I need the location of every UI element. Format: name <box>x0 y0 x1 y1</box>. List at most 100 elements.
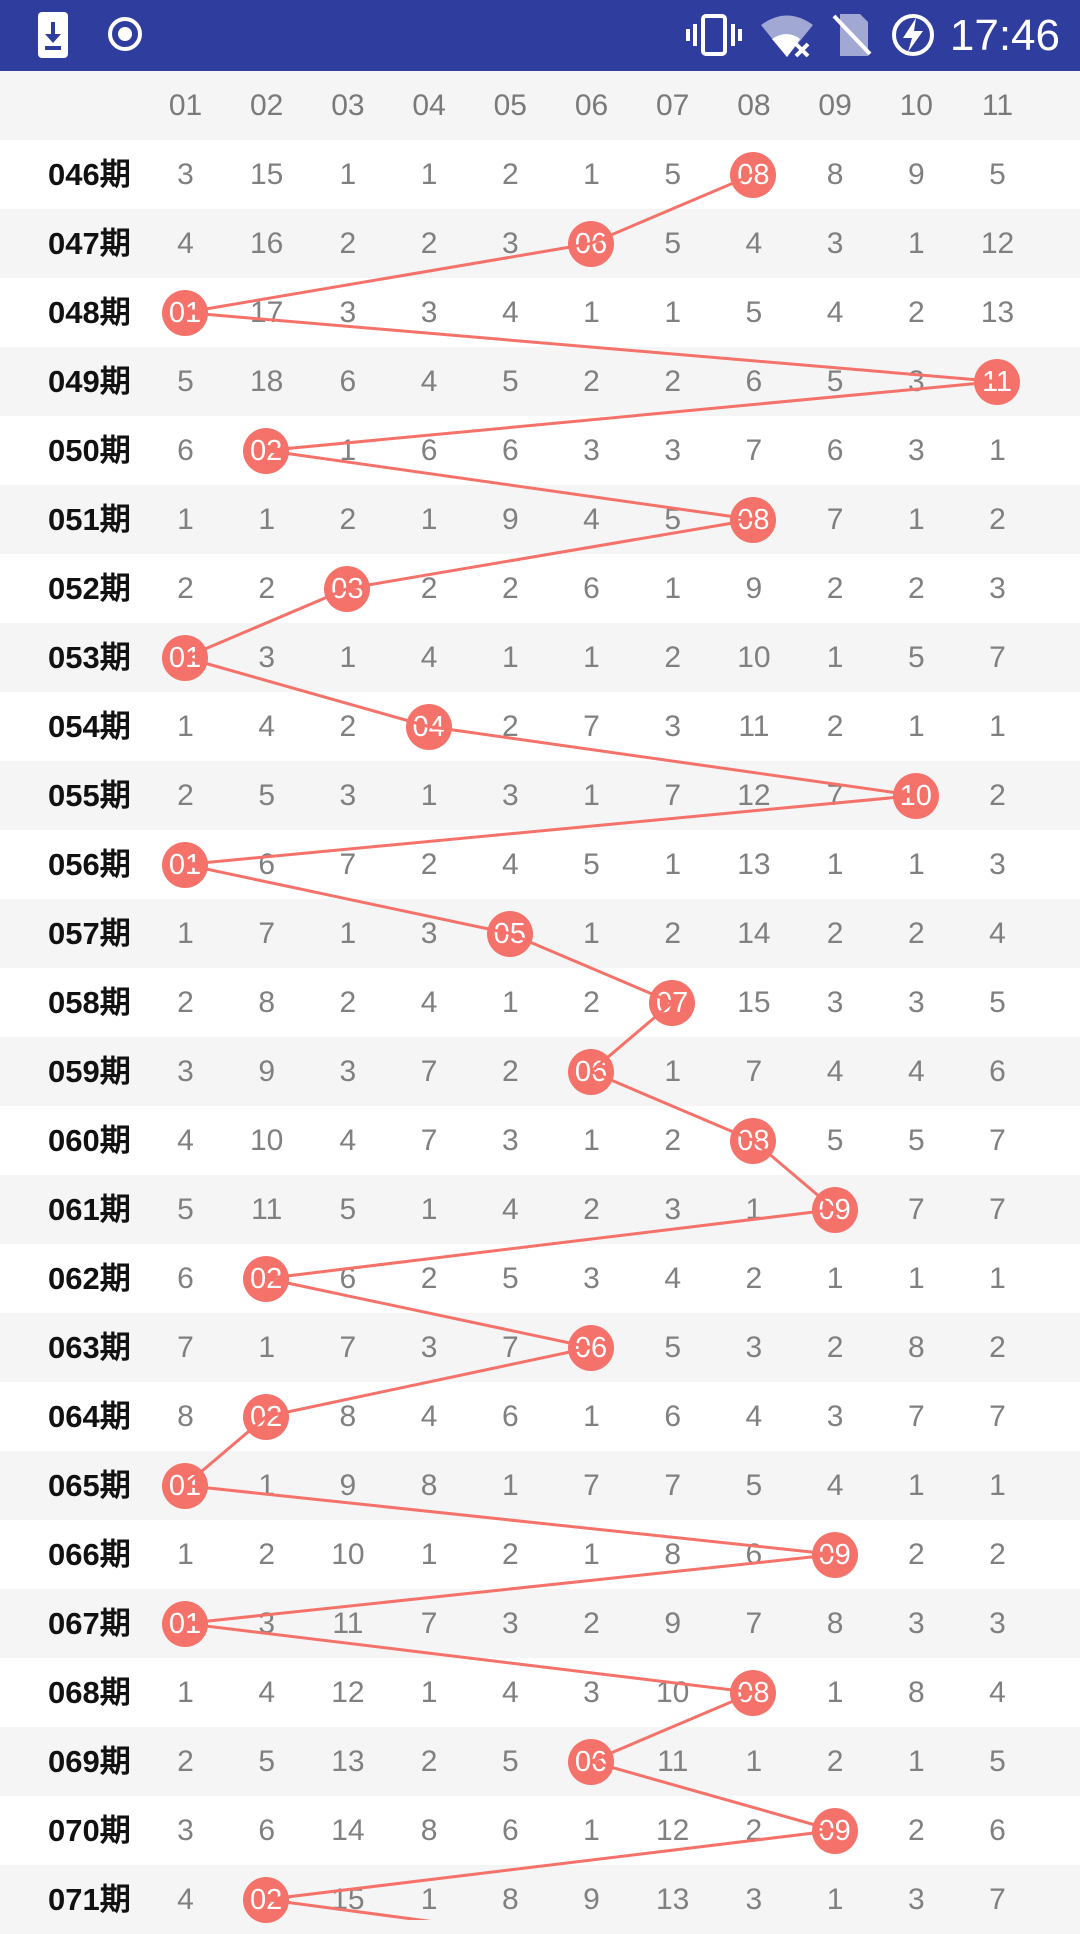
column-header: 02 <box>250 89 284 122</box>
miss-count: 2 <box>907 1538 925 1571</box>
miss-count: 1 <box>826 1676 844 1709</box>
miss-count: 2 <box>339 503 357 536</box>
miss-count: 6 <box>501 1400 519 1433</box>
hit-ball: 01 <box>162 842 208 888</box>
miss-count: 4 <box>826 296 844 329</box>
miss-count: 1 <box>745 1193 763 1226</box>
miss-count: 4 <box>501 1193 519 1226</box>
miss-count: 4 <box>907 1055 925 1088</box>
miss-count: 4 <box>177 1883 194 1916</box>
miss-count: 5 <box>664 158 682 191</box>
miss-count: 7 <box>420 1124 438 1157</box>
table-row: 056期 01 6 7 2 4 5 1 13 1 1 3 <box>0 830 1080 899</box>
miss-count: 3 <box>907 1607 925 1640</box>
miss-count: 1 <box>907 710 925 743</box>
miss-count: 8 <box>826 158 844 191</box>
table-row: 050期 6 02 1 6 6 3 3 7 6 3 1 <box>0 416 1080 485</box>
miss-count: 3 <box>420 917 438 950</box>
miss-count: 2 <box>826 710 844 743</box>
miss-count: 6 <box>258 1814 276 1847</box>
miss-count: 1 <box>907 848 925 881</box>
miss-count: 6 <box>745 365 763 398</box>
miss-count: 4 <box>501 1676 519 1709</box>
miss-count: 1 <box>177 1676 194 1709</box>
miss-count: 1 <box>583 1124 600 1157</box>
miss-count: 5 <box>583 848 600 881</box>
miss-count: 7 <box>907 1400 925 1433</box>
miss-count: 18 <box>250 365 284 398</box>
miss-count: 7 <box>826 503 844 536</box>
miss-count: 5 <box>826 365 844 398</box>
miss-count: 8 <box>420 1469 438 1502</box>
miss-count: 4 <box>258 1676 276 1709</box>
miss-count: 7 <box>989 641 1006 674</box>
miss-count: 2 <box>664 365 682 398</box>
miss-count: 6 <box>420 434 438 467</box>
miss-count: 3 <box>339 296 357 329</box>
miss-count: 5 <box>989 1745 1006 1778</box>
period-label: 063期 <box>48 1330 131 1365</box>
miss-count: 2 <box>664 1124 682 1157</box>
hit-ball: 02 <box>243 1394 290 1440</box>
miss-count: 3 <box>907 434 925 467</box>
period-label: 053期 <box>48 640 131 675</box>
miss-count: 3 <box>907 1883 925 1916</box>
miss-count: 2 <box>989 779 1006 812</box>
miss-count: 3 <box>420 296 438 329</box>
miss-count: 2 <box>989 1331 1006 1364</box>
battery-charging-icon <box>892 14 934 56</box>
miss-count: 2 <box>907 1814 925 1847</box>
miss-count: 7 <box>745 1055 763 1088</box>
miss-count: 5 <box>258 779 276 812</box>
miss-count: 7 <box>989 1400 1006 1433</box>
miss-count: 1 <box>258 503 276 536</box>
miss-count: 3 <box>339 779 357 812</box>
miss-count: 2 <box>420 1745 438 1778</box>
miss-count: 7 <box>664 779 682 812</box>
no-sim-icon <box>832 14 872 56</box>
miss-count: 1 <box>420 1883 438 1916</box>
miss-count: 4 <box>664 1262 682 1295</box>
miss-count: 1 <box>583 641 600 674</box>
miss-count: 3 <box>907 365 925 398</box>
column-header: 05 <box>493 89 527 122</box>
miss-count: 2 <box>583 986 600 1019</box>
table-row: 068期 1 4 12 1 4 3 10 08 1 8 4 <box>0 1658 1080 1727</box>
period-label: 046期 <box>48 157 131 192</box>
miss-count: 15 <box>331 1883 365 1916</box>
miss-count: 15 <box>737 986 771 1019</box>
miss-count: 2 <box>420 848 438 881</box>
miss-count: 5 <box>745 296 763 329</box>
miss-count: 1 <box>907 1262 925 1295</box>
miss-count: 6 <box>745 1538 763 1571</box>
miss-count: 2 <box>583 365 600 398</box>
miss-count: 1 <box>989 434 1006 467</box>
miss-count: 1 <box>583 779 600 812</box>
table-row: 067期 01 3 11 7 3 2 9 7 8 3 3 <box>0 1589 1080 1658</box>
hit-ball: 09 <box>811 1532 858 1578</box>
miss-count: 15 <box>250 158 284 191</box>
miss-count: 9 <box>745 572 763 605</box>
miss-count: 3 <box>177 1055 194 1088</box>
column-header: 03 <box>331 89 365 122</box>
miss-count: 8 <box>258 986 276 1019</box>
miss-count: 2 <box>258 572 276 605</box>
period-label: 070期 <box>48 1813 131 1848</box>
miss-count: 5 <box>664 227 682 260</box>
miss-count: 1 <box>583 158 600 191</box>
vibrate-icon <box>686 14 742 56</box>
miss-count: 7 <box>583 710 600 743</box>
miss-count: 2 <box>501 1055 519 1088</box>
miss-count: 3 <box>664 434 682 467</box>
column-header: 08 <box>737 89 771 122</box>
miss-count: 4 <box>420 986 438 1019</box>
record-icon <box>108 17 142 51</box>
miss-count: 1 <box>583 296 600 329</box>
miss-count: 2 <box>826 572 844 605</box>
miss-count: 1 <box>258 1331 276 1364</box>
miss-count: 2 <box>177 572 194 605</box>
miss-count: 5 <box>177 365 194 398</box>
miss-count: 6 <box>989 1814 1006 1847</box>
miss-count: 1 <box>989 710 1006 743</box>
miss-count: 9 <box>907 158 925 191</box>
